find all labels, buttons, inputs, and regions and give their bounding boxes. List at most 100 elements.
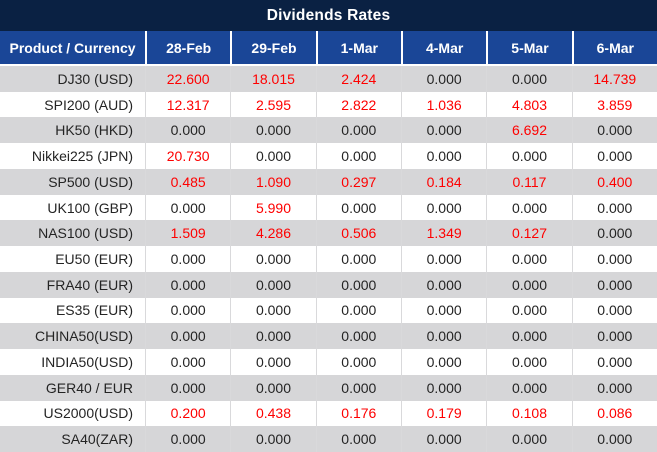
value-cell: 0.000 (145, 426, 230, 452)
value-cell: 0.000 (315, 143, 401, 169)
value-cell: 0.000 (230, 117, 315, 144)
table-row: UK100 (GBP) 0.000 5.990 0.000 0.000 0.00… (0, 194, 657, 221)
table-row: HK50 (HKD) 0.000 0.000 0.000 0.000 6.692… (0, 117, 657, 144)
value-cell: 0.000 (230, 246, 315, 272)
table-row: US2000(USD) 0.200 0.438 0.176 0.179 0.10… (0, 400, 657, 427)
value-cell: 0.000 (400, 426, 486, 452)
value-cell: 3.859 (571, 91, 657, 118)
table-row: SP500 (USD) 0.485 1.090 0.297 0.184 0.11… (0, 168, 657, 195)
value-cell: 0.000 (400, 323, 486, 350)
column-header-date-3: 1-Mar (317, 31, 401, 64)
value-cell: 0.176 (315, 400, 401, 427)
value-cell: 0.000 (145, 374, 230, 401)
value-cell: 2.424 (315, 66, 401, 92)
value-cell: 0.000 (571, 374, 657, 401)
product-cell: SPI200 (AUD) (44, 96, 133, 113)
table-row: ES35 (EUR) 0.000 0.000 0.000 0.000 0.000… (0, 297, 657, 324)
table-row: EU50 (EUR) 0.000 0.000 0.000 0.000 0.000… (0, 246, 657, 272)
table-row: SPI200 (AUD) 12.317 2.595 2.822 1.036 4.… (0, 91, 657, 118)
value-cell: 0.000 (400, 271, 486, 298)
column-header-date-4: 4-Mar (402, 31, 487, 64)
value-cell: 0.000 (315, 426, 401, 452)
product-cell: INDIA50(USD) (41, 353, 133, 370)
value-cell: 0.000 (230, 374, 315, 401)
value-cell: 0.000 (571, 297, 657, 324)
value-cell: 14.739 (571, 66, 657, 92)
value-cell: 0.000 (571, 117, 657, 144)
product-cell: HK50 (HKD) (55, 122, 133, 139)
column-header-product: Product / Currency (0, 31, 145, 64)
table-row: DJ30 (USD) 22.600 18.015 2.424 0.000 0.0… (0, 66, 657, 92)
value-cell: 0.297 (315, 168, 401, 195)
value-cell: 0.000 (315, 117, 401, 144)
value-cell: 0.000 (145, 349, 230, 375)
value-cell: 0.184 (400, 168, 486, 195)
column-header-date-5: 5-Mar (488, 31, 572, 64)
value-cell: 0.000 (145, 271, 230, 298)
product-cell: US2000(USD) (43, 405, 133, 422)
value-cell: 0.000 (486, 426, 571, 452)
product-cell: Nikkei225 (JPN) (31, 148, 133, 165)
value-cell: 1.090 (230, 168, 315, 195)
value-cell: 1.036 (400, 91, 486, 118)
value-cell: 0.000 (486, 246, 571, 272)
column-header-date-6: 6-Mar (573, 31, 657, 64)
value-cell: 1.509 (145, 220, 230, 247)
value-cell: 0.000 (571, 349, 657, 375)
value-cell: 2.595 (230, 91, 315, 118)
product-cell: SA40(ZAR) (61, 431, 133, 448)
value-cell: 0.000 (145, 297, 230, 324)
value-cell: 0.179 (400, 400, 486, 427)
value-cell: 0.000 (315, 297, 401, 324)
product-cell: FRA40 (EUR) (46, 276, 133, 293)
column-header-date-2: 29-Feb (232, 31, 316, 64)
product-cell: ES35 (EUR) (55, 302, 133, 319)
value-cell: 0.000 (145, 117, 230, 144)
product-cell: SP500 (USD) (48, 173, 133, 190)
value-cell: 1.349 (400, 220, 486, 247)
value-cell: 0.000 (400, 117, 486, 144)
value-cell: 0.000 (315, 374, 401, 401)
value-cell: 20.730 (145, 143, 230, 169)
value-cell: 0.000 (486, 66, 571, 92)
value-cell: 0.000 (486, 194, 571, 221)
product-cell: DJ30 (USD) (57, 70, 133, 87)
value-cell: 18.015 (230, 66, 315, 92)
value-cell: 0.000 (486, 297, 571, 324)
product-cell: GER40 / EUR (45, 379, 133, 396)
value-cell: 0.000 (400, 349, 486, 375)
value-cell: 0.000 (230, 271, 315, 298)
value-cell: 0.000 (145, 246, 230, 272)
product-cell: CHINA50(USD) (34, 328, 133, 345)
product-cell: UK100 (GBP) (47, 199, 133, 216)
value-cell: 0.000 (400, 194, 486, 221)
table-row: Nikkei225 (JPN) 20.730 0.000 0.000 0.000… (0, 143, 657, 169)
value-cell: 0.000 (315, 323, 401, 350)
value-cell: 0.000 (571, 220, 657, 247)
table-row: CHINA50(USD) 0.000 0.000 0.000 0.000 0.0… (0, 323, 657, 350)
value-cell: 0.108 (486, 400, 571, 427)
value-cell: 0.086 (571, 400, 657, 427)
value-cell: 0.506 (315, 220, 401, 247)
table-row: GER40 / EUR 0.000 0.000 0.000 0.000 0.00… (0, 374, 657, 401)
table-row: FRA40 (EUR) 0.000 0.000 0.000 0.000 0.00… (0, 271, 657, 298)
value-cell: 0.000 (486, 374, 571, 401)
value-cell: 0.000 (315, 194, 401, 221)
product-cell: NAS100 (USD) (38, 225, 133, 242)
value-cell: 2.822 (315, 91, 401, 118)
table-header-row: Product / Currency 28-Feb 29-Feb 1-Mar 4… (0, 31, 657, 66)
value-cell: 0.000 (571, 194, 657, 221)
value-cell: 0.485 (145, 168, 230, 195)
value-cell: 0.000 (571, 143, 657, 169)
value-cell: 0.438 (230, 400, 315, 427)
value-cell: 0.000 (400, 297, 486, 324)
table-row: INDIA50(USD) 0.000 0.000 0.000 0.000 0.0… (0, 349, 657, 375)
value-cell: 0.000 (400, 143, 486, 169)
value-cell: 0.117 (486, 168, 571, 195)
column-header-date-1: 28-Feb (147, 31, 231, 64)
value-cell: 0.000 (400, 246, 486, 272)
value-cell: 4.286 (230, 220, 315, 247)
product-cell: EU50 (EUR) (55, 251, 133, 267)
value-cell: 0.000 (400, 374, 486, 401)
